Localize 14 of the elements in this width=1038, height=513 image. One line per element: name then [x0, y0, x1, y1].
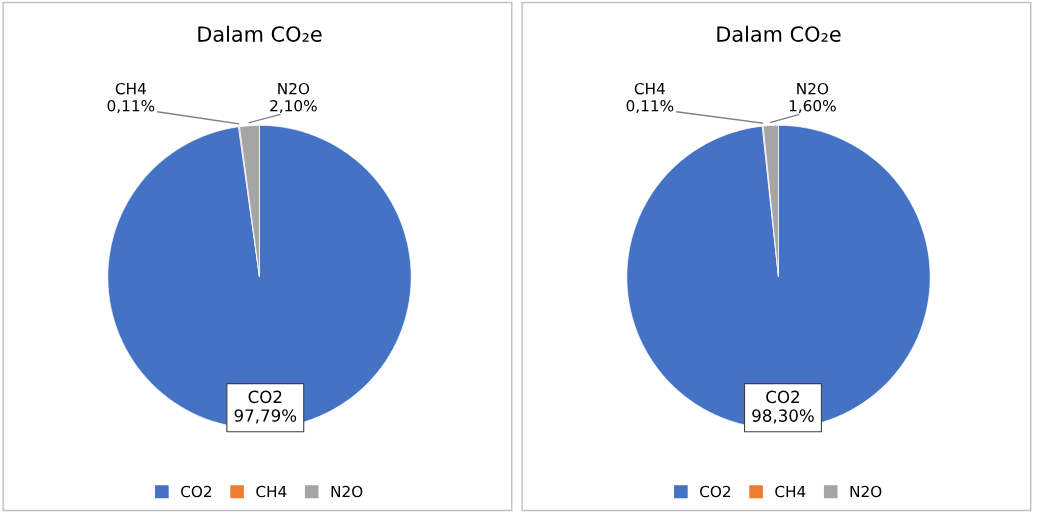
data-label: N2O 2,10% — [270, 82, 317, 114]
legend-label: N2O — [331, 485, 363, 498]
legend-label: CO2 — [181, 485, 212, 498]
data-label: N2O 1,60% — [789, 82, 836, 114]
chart-title: Dalam CO₂e — [198, 25, 322, 42]
data-label: CH4 0,11% — [107, 82, 155, 114]
legend-label: CO2 — [700, 485, 731, 498]
data-label: CH4 0,11% — [626, 82, 674, 114]
data-label: CO2 98,30% — [752, 390, 814, 424]
chart-title: Dalam CO₂e — [717, 25, 841, 42]
legend-label: CH4 — [256, 485, 287, 498]
data-label: CO2 97,79% — [234, 390, 297, 424]
legend-label: N2O — [850, 485, 882, 498]
legend-label: CH4 — [775, 485, 806, 498]
